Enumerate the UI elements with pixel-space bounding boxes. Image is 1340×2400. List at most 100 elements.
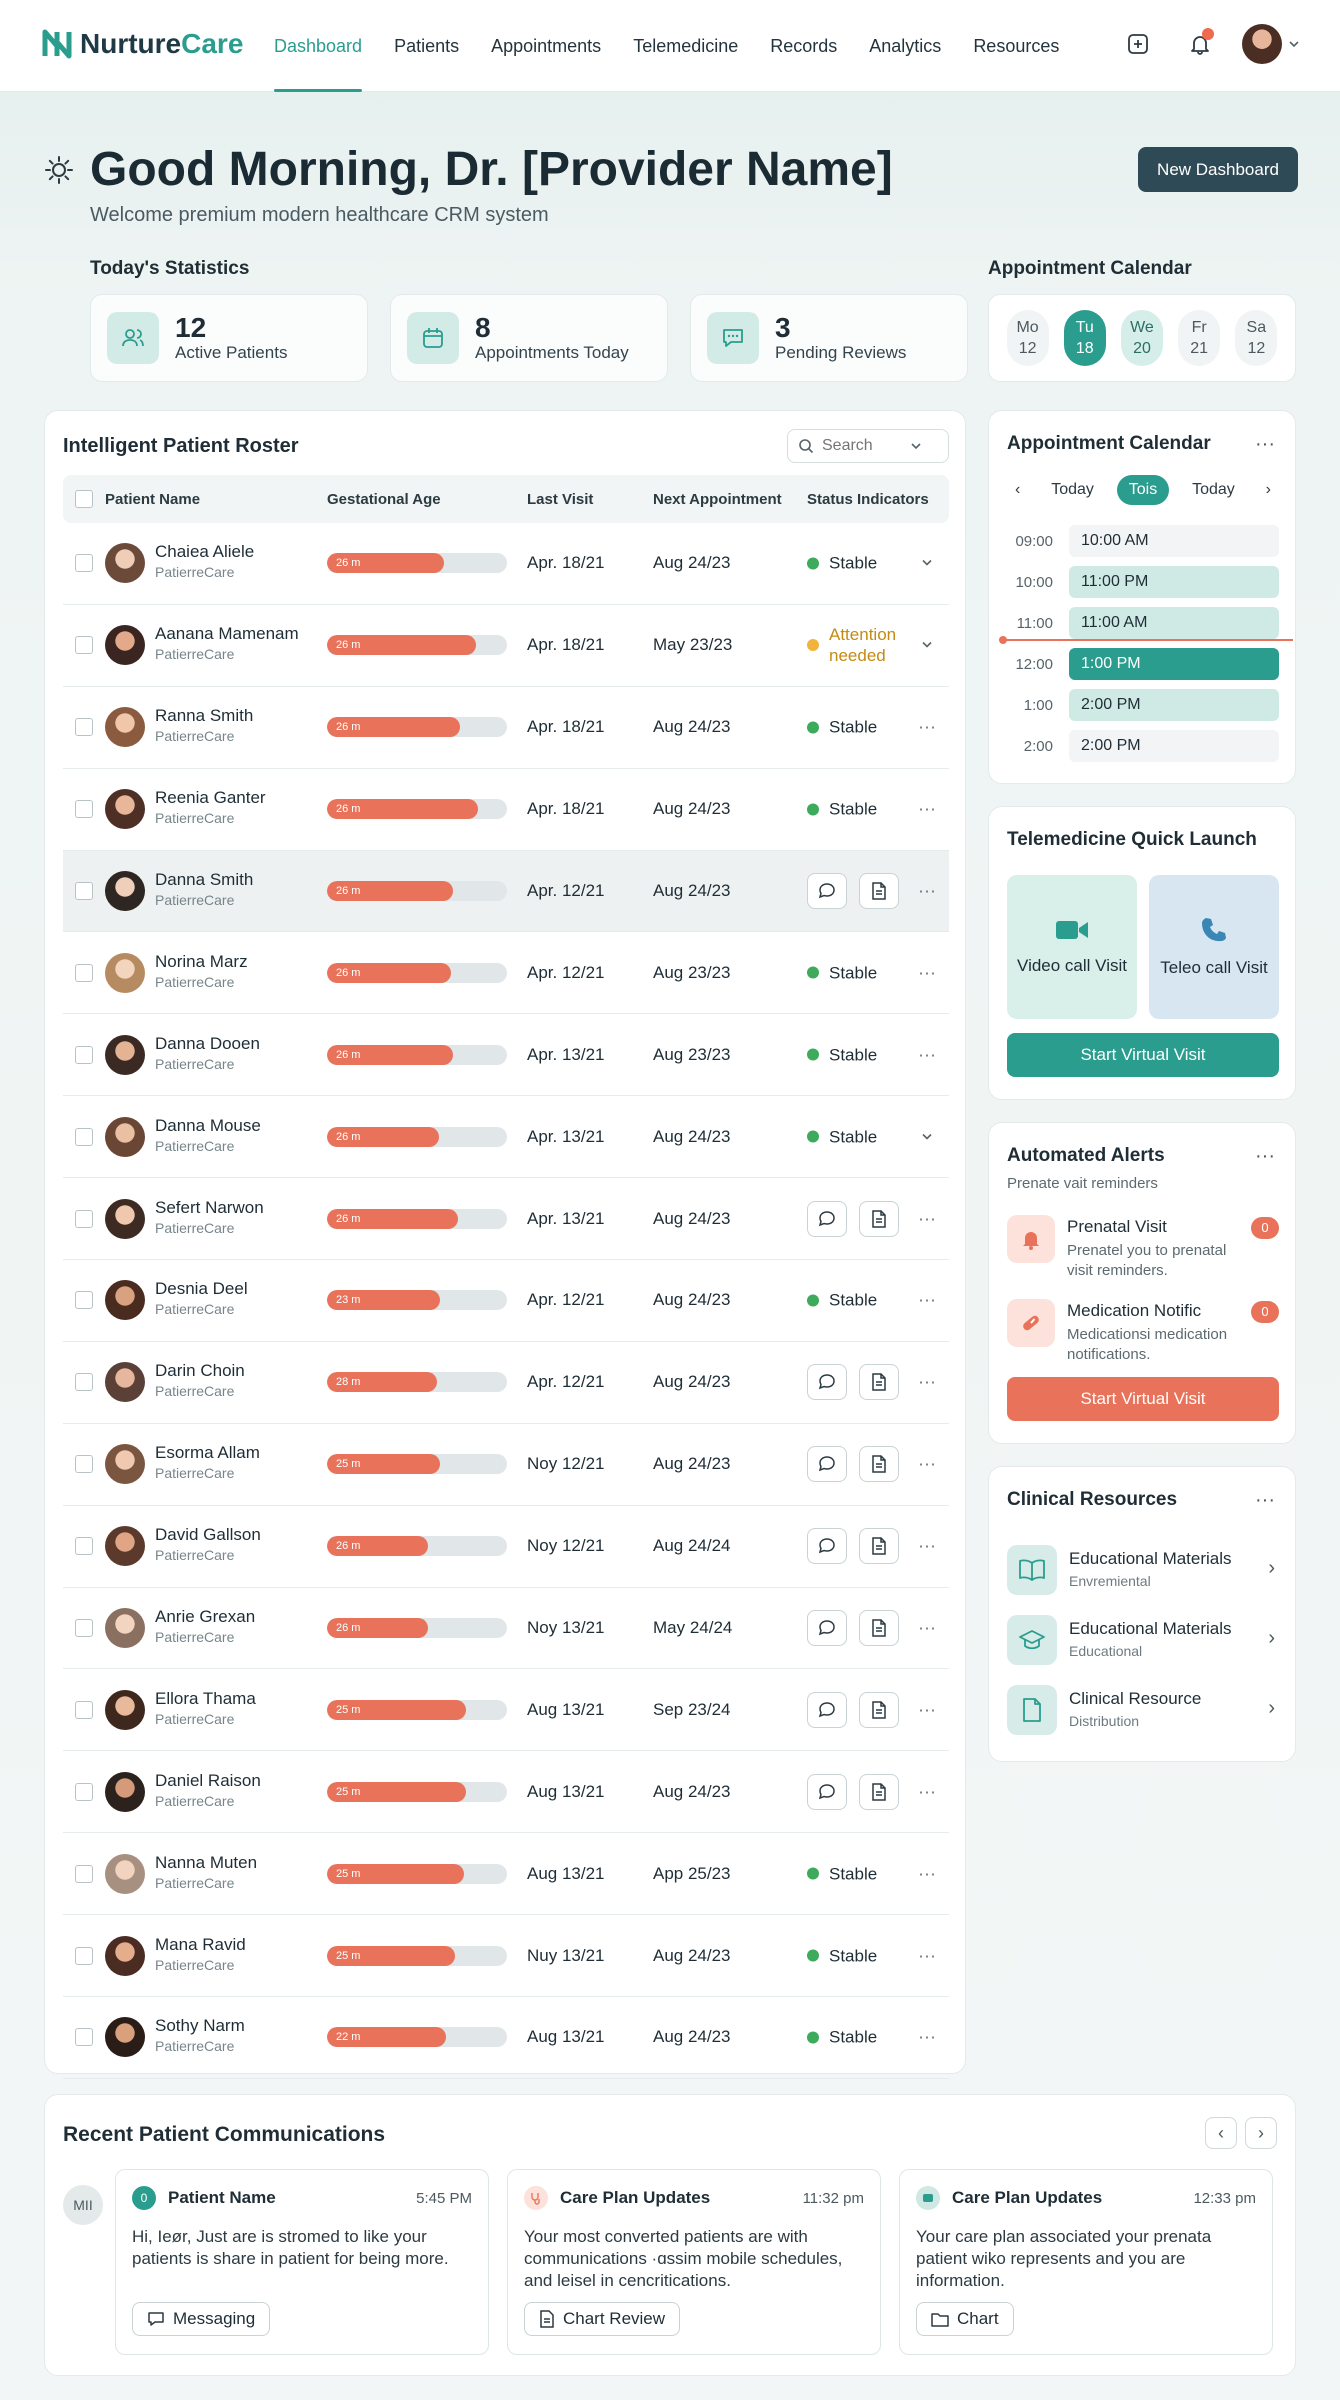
slot-appointment[interactable]: 11:00 PM [1069, 566, 1279, 598]
row-checkbox[interactable] [75, 1619, 93, 1638]
alerts-start-virtual-visit-button[interactable]: Start Virtual Visit [1007, 1377, 1279, 1421]
prev-arrow-icon[interactable]: ‹ [1205, 2117, 1237, 2149]
row-checkbox[interactable] [75, 963, 93, 982]
nav-patients[interactable]: Patients [394, 36, 460, 56]
patient-name[interactable]: Ranna Smith [155, 706, 254, 726]
row-checkbox[interactable] [75, 800, 93, 819]
nav-resources[interactable]: Resources [973, 36, 1060, 56]
communication-card[interactable]: Care Plan Updates 11:32 pm Your most con… [507, 2169, 881, 2355]
more-icon[interactable]: ··· [918, 1781, 936, 1802]
message-button[interactable] [807, 1446, 847, 1483]
row-checkbox[interactable] [75, 718, 93, 737]
table-row[interactable]: Desnia Deel PatierreCare 23 m Apr. 12/21… [63, 1260, 949, 1342]
document-button[interactable] [859, 1773, 899, 1810]
row-checkbox[interactable] [75, 1373, 93, 1392]
video-call-tile[interactable]: Video call Visit [1007, 875, 1137, 1019]
row-checkbox[interactable] [75, 636, 93, 655]
col-gestational-age[interactable]: Gestational Age [327, 490, 441, 508]
patient-name[interactable]: Danna Mouse [155, 1115, 261, 1135]
row-checkbox[interactable] [75, 1209, 93, 1228]
slot-appointment[interactable]: 2:00 PM [1069, 689, 1279, 721]
next-arrow-icon[interactable]: › [1265, 481, 1271, 498]
select-all-checkbox[interactable] [75, 490, 93, 508]
row-checkbox[interactable] [75, 1455, 93, 1474]
communication-card[interactable]: Care Plan Updates 12:33 pm Your care pla… [899, 2169, 1273, 2355]
patient-name[interactable]: Mana Ravid [155, 1934, 246, 1954]
more-icon[interactable]: ··· [918, 1617, 936, 1638]
resource-item[interactable]: Clinical Resource Distribution › [1007, 1679, 1279, 1739]
day-mo[interactable]: Mo 12 [1006, 310, 1049, 366]
more-icon[interactable]: ··· [1255, 1145, 1275, 1167]
patient-name[interactable]: Darin Choin [155, 1361, 245, 1381]
more-icon[interactable]: ··· [1255, 433, 1275, 455]
patient-name[interactable]: Anrie Grexan [155, 1607, 256, 1627]
more-icon[interactable]: ··· [1255, 1489, 1275, 1511]
resource-item[interactable]: Educational Materials Envremiental › [1007, 1539, 1279, 1599]
document-button[interactable] [859, 1528, 899, 1565]
table-row[interactable]: Darin Choin PatierreCare 28 m Apr. 12/21… [63, 1342, 949, 1424]
chevron-down-icon[interactable] [915, 553, 939, 574]
patient-name[interactable]: Ellora Thama [155, 1688, 256, 1708]
patient-name[interactable]: Sefert Narwon [155, 1197, 264, 1217]
message-button[interactable] [807, 873, 847, 909]
phone-call-tile[interactable]: Teleo call Visit [1149, 875, 1279, 1019]
message-button[interactable] [807, 1528, 847, 1565]
more-icon[interactable]: ··· [918, 798, 936, 819]
document-button[interactable] [859, 1364, 899, 1401]
more-icon[interactable]: ··· [918, 1699, 936, 1720]
patient-name[interactable]: Reenia Ganter [155, 788, 266, 808]
message-button[interactable] [807, 1364, 847, 1401]
cal-tab-selected[interactable]: Tois [1116, 475, 1170, 505]
table-row[interactable]: Ranna Smith PatierreCare 26 m Apr. 18/21… [63, 687, 949, 769]
row-checkbox[interactable] [75, 1127, 93, 1146]
document-button[interactable] [859, 1610, 899, 1647]
table-row[interactable]: Daniel Raison PatierreCare 25 m Aug 13/2… [63, 1751, 949, 1834]
next-arrow-icon[interactable]: › [1245, 2117, 1277, 2149]
slot-appointment[interactable]: 1:00 PM [1069, 648, 1279, 680]
patient-name[interactable]: Daniel Raison [155, 1770, 261, 1790]
patient-name[interactable]: Esorma Allam [155, 1443, 260, 1463]
row-checkbox[interactable] [75, 1782, 93, 1801]
col-next-appointment[interactable]: Next Appointment [653, 490, 782, 508]
more-icon[interactable]: ··· [918, 1044, 936, 1065]
patient-name[interactable]: Aanana Mamenam [155, 624, 299, 644]
table-row[interactable]: Norina Marz PatierreCare 26 m Apr. 12/21… [63, 932, 949, 1015]
chevron-down-icon[interactable] [915, 1126, 939, 1147]
slot-appointment[interactable]: 11:00 AM [1069, 607, 1279, 639]
table-row[interactable]: Esorma Allam PatierreCare 25 m Noy 12/21… [63, 1424, 949, 1506]
table-row[interactable]: Mana Ravid PatierreCare 25 m Nuy 13/21 A… [63, 1915, 949, 1998]
row-checkbox[interactable] [75, 1946, 93, 1965]
message-button[interactable] [807, 1773, 847, 1810]
document-button[interactable] [859, 1691, 899, 1728]
patient-name[interactable]: Sothy Narm [155, 2016, 245, 2036]
row-checkbox[interactable] [75, 554, 93, 573]
table-row[interactable]: Danna Smith PatierreCare 26 m Apr. 12/21… [63, 850, 949, 933]
document-button[interactable] [859, 1200, 899, 1237]
message-button[interactable] [807, 1200, 847, 1237]
alert-prenatal-visit[interactable]: Prenatal Visit Prenatel you to prenatal … [1007, 1215, 1279, 1285]
notifications-button[interactable] [1180, 24, 1220, 64]
patient-name[interactable]: Nanna Muten [155, 1852, 258, 1872]
patient-name[interactable]: Danna Dooen [155, 1033, 260, 1053]
stat-card-appointments[interactable]: 8 Appointments Today [390, 294, 668, 382]
table-row[interactable]: Aanana Mamenam PatierreCare 26 m Apr. 18… [63, 605, 949, 687]
messaging-button[interactable]: Messaging [132, 2302, 271, 2336]
new-dashboard-button[interactable]: New Dashboard [1138, 147, 1298, 192]
message-button[interactable] [807, 1610, 847, 1647]
stat-card-active-patients[interactable]: 12 Active Patients [90, 294, 368, 382]
day-sa[interactable]: Sa 12 [1235, 310, 1278, 366]
chart-review-button[interactable]: Chart Review [524, 2302, 681, 2336]
cal-tab-today[interactable]: Today [1051, 481, 1094, 498]
message-button[interactable] [807, 1691, 847, 1728]
table-row[interactable]: Ellora Thama PatierreCare 25 m Aug 13/21… [63, 1669, 949, 1752]
stat-card-pending-reviews[interactable]: 3 Pending Reviews [690, 294, 968, 382]
more-icon[interactable]: ··· [918, 1863, 936, 1884]
row-checkbox[interactable] [75, 882, 93, 900]
patient-name[interactable]: Desnia Deel [155, 1279, 248, 1299]
table-row[interactable]: Danna Mouse PatierreCare 26 m Apr. 13/21… [63, 1096, 949, 1179]
table-row[interactable]: Sothy Narm PatierreCare 22 m Aug 13/21 A… [63, 1997, 949, 2079]
patient-name[interactable]: Norina Marz [155, 951, 248, 971]
cal-tab-today-2[interactable]: Today [1192, 481, 1235, 498]
alert-medication[interactable]: Medication Notific Medicationsi medicati… [1007, 1299, 1279, 1369]
more-icon[interactable]: ··· [918, 1945, 936, 1966]
